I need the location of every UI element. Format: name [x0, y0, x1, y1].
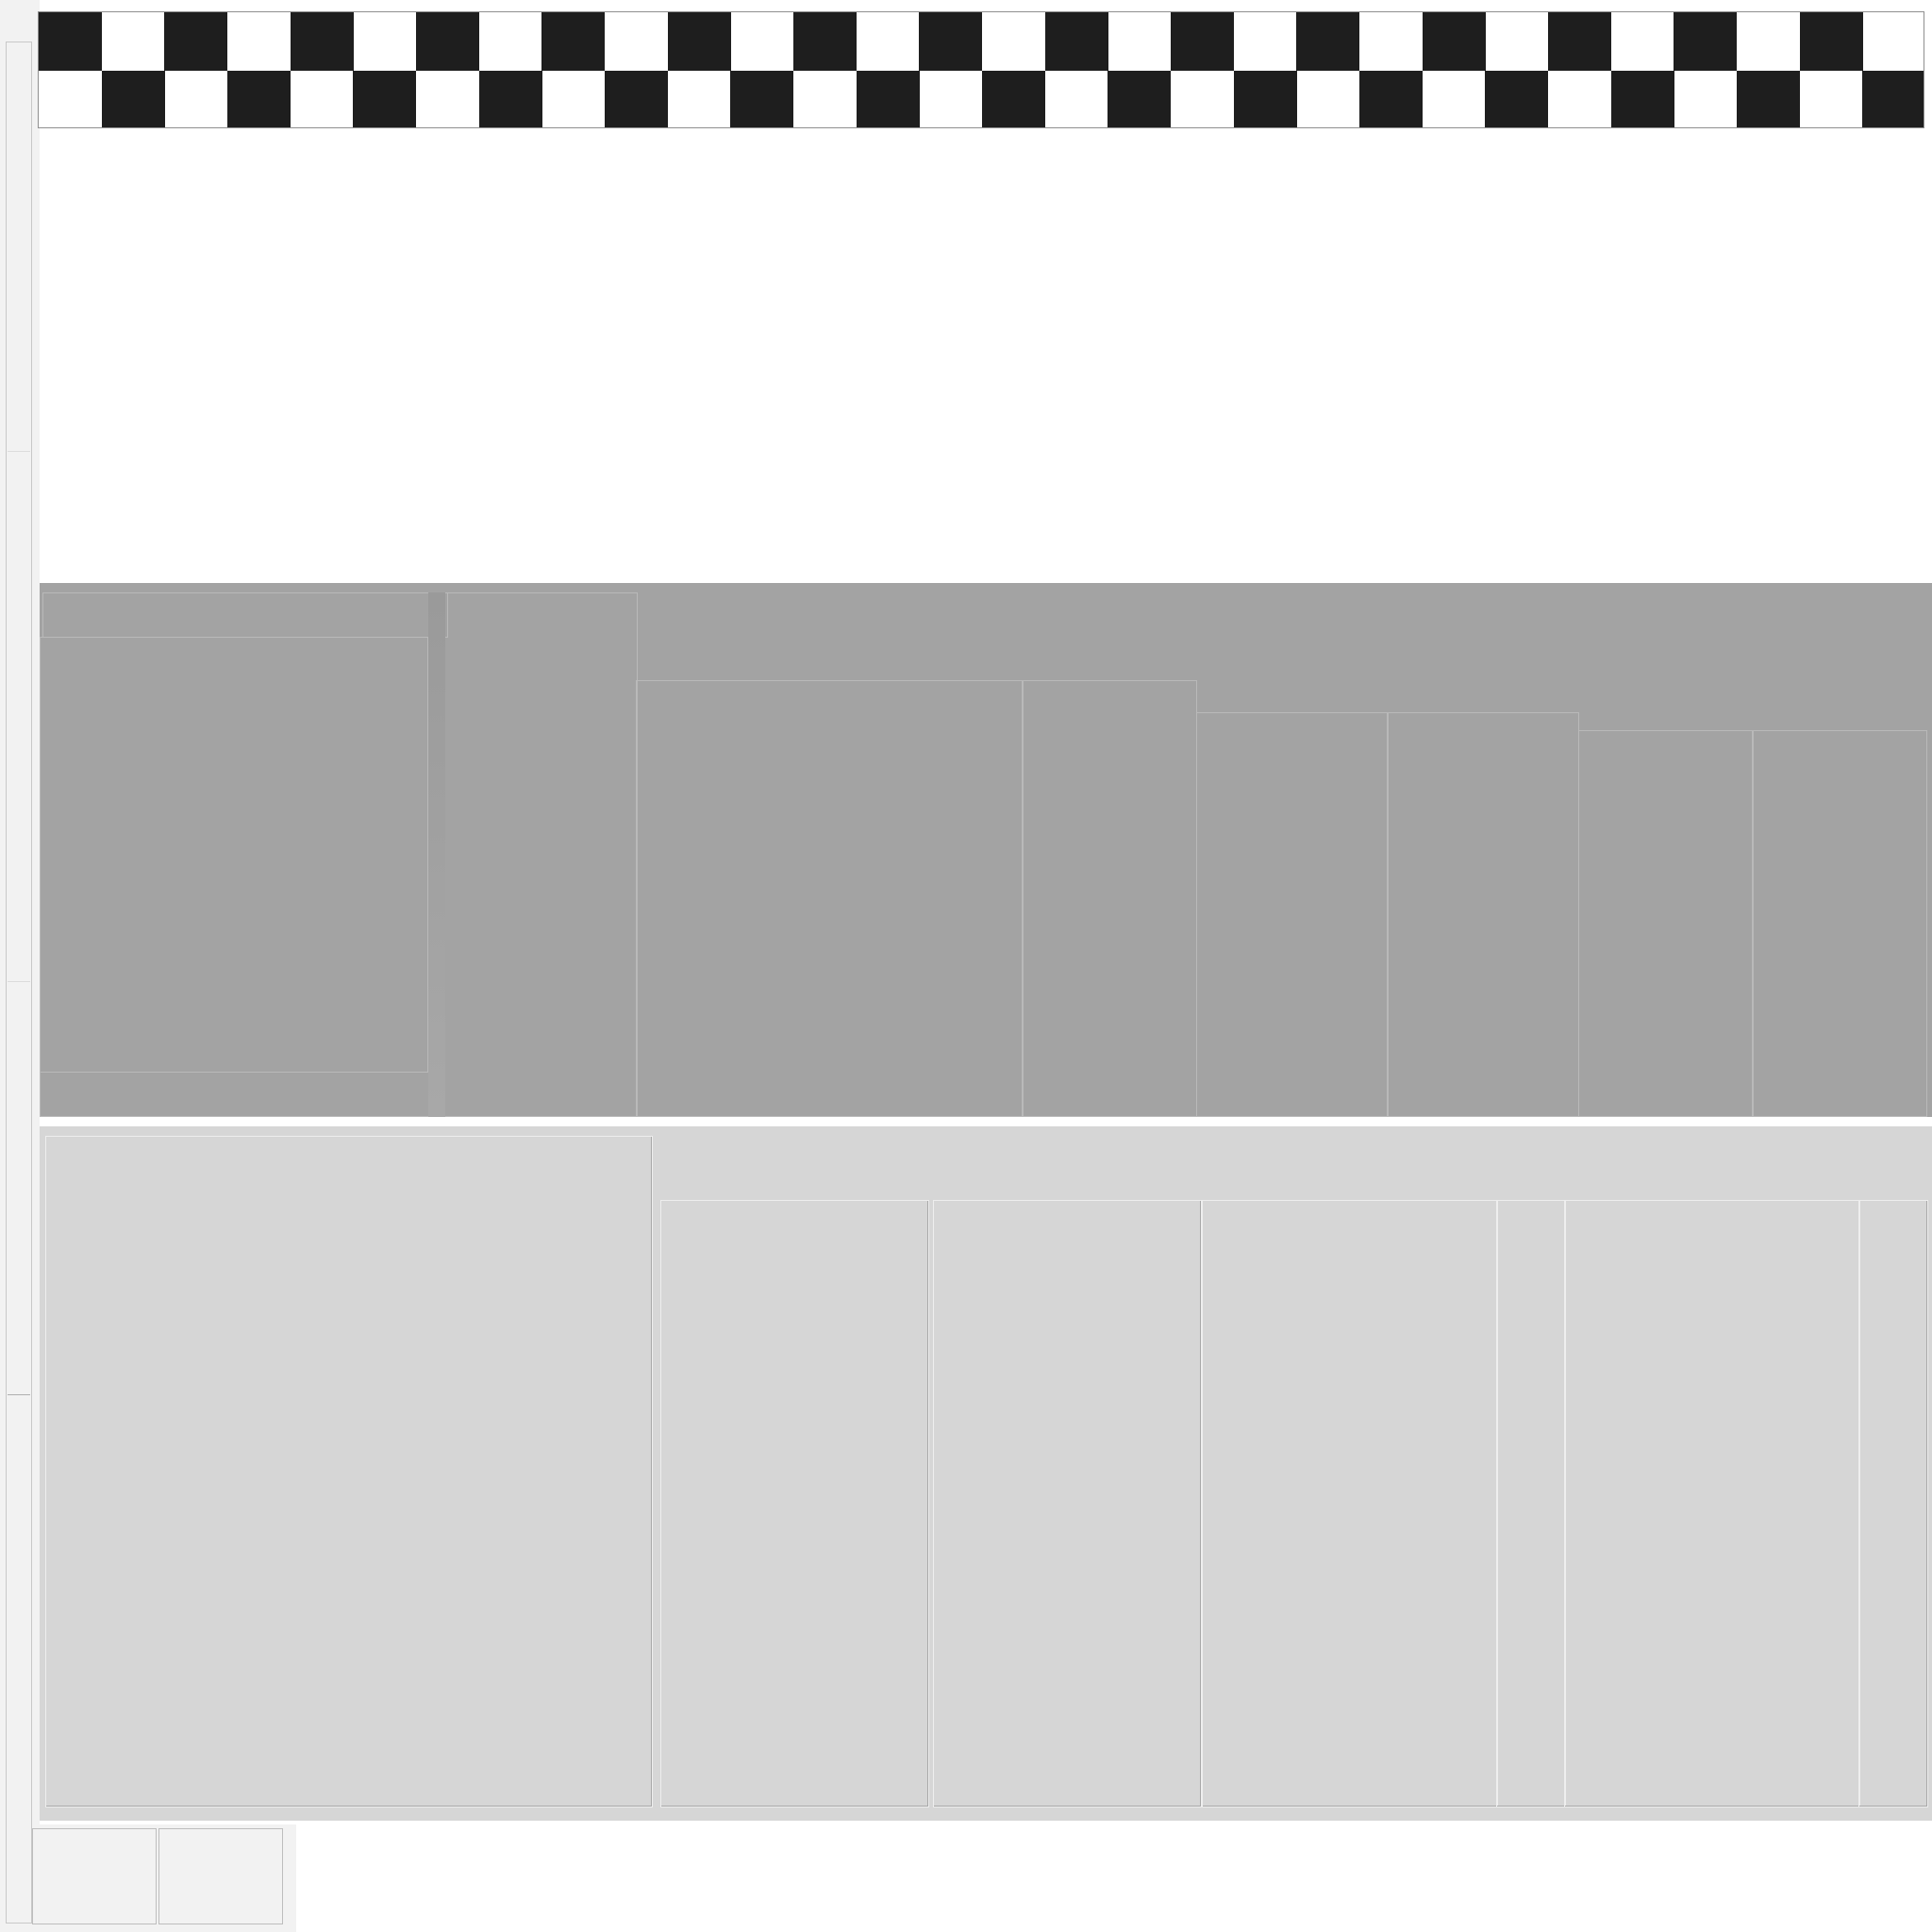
light-cell	[660, 1200, 929, 1807]
checker-square	[101, 71, 165, 127]
dark-cell-bevel	[428, 592, 445, 1117]
dark-cell	[1387, 712, 1579, 1117]
dark-cell	[42, 592, 448, 638]
dark-cell	[1578, 730, 1754, 1117]
vertical-scrollbar-track[interactable]	[6, 42, 32, 1924]
checker-square	[730, 71, 794, 127]
checker-square	[1422, 12, 1486, 71]
window-corner	[0, 0, 40, 32]
light-cell	[933, 1200, 1202, 1807]
checker-square	[164, 12, 228, 71]
bottom-right-button[interactable]	[158, 1828, 283, 1924]
checker-square	[1610, 71, 1674, 127]
checkerboard-strip	[38, 11, 1924, 128]
checker-square	[39, 12, 102, 71]
light-cell	[1496, 1200, 1566, 1807]
dark-cell	[40, 637, 428, 1073]
checker-square	[1737, 71, 1800, 127]
checker-square	[919, 12, 983, 71]
checker-square	[227, 71, 291, 127]
rail-divider	[8, 451, 30, 452]
rail-divider	[8, 981, 30, 982]
checker-square	[1233, 71, 1297, 127]
checker-square	[1108, 71, 1172, 127]
light-cell	[45, 1136, 653, 1807]
checker-square	[1799, 12, 1863, 71]
bottom-left-button[interactable]	[32, 1828, 157, 1924]
dark-cell	[1196, 712, 1389, 1117]
checker-square	[1044, 12, 1108, 71]
checker-square	[1548, 12, 1611, 71]
checker-square	[667, 12, 731, 71]
checker-square	[1862, 71, 1924, 127]
checker-square	[290, 12, 354, 71]
checker-square	[1171, 12, 1234, 71]
scrollbar-thumb-edge[interactable]	[8, 1394, 30, 1395]
light-panel-row	[40, 1126, 1932, 1821]
light-cell	[1564, 1200, 1860, 1807]
dark-cell	[444, 592, 638, 1117]
checker-square	[1359, 71, 1423, 127]
checker-square	[1485, 71, 1549, 127]
checker-square	[1674, 12, 1738, 71]
checker-square	[605, 71, 668, 127]
dark-cell	[40, 1072, 445, 1117]
dark-panel-row	[40, 583, 1932, 1117]
dark-cell	[1022, 680, 1197, 1117]
checker-square	[541, 12, 606, 71]
light-cell	[1858, 1200, 1928, 1807]
dark-cell	[1752, 730, 1927, 1117]
light-cell	[1202, 1200, 1498, 1807]
checker-square	[1296, 12, 1360, 71]
checker-square	[416, 12, 479, 71]
dark-cell	[636, 680, 1024, 1117]
checker-square	[478, 71, 542, 127]
checker-square	[856, 71, 920, 127]
checker-square	[793, 12, 857, 71]
checker-square	[353, 71, 417, 127]
checker-square	[982, 71, 1045, 127]
